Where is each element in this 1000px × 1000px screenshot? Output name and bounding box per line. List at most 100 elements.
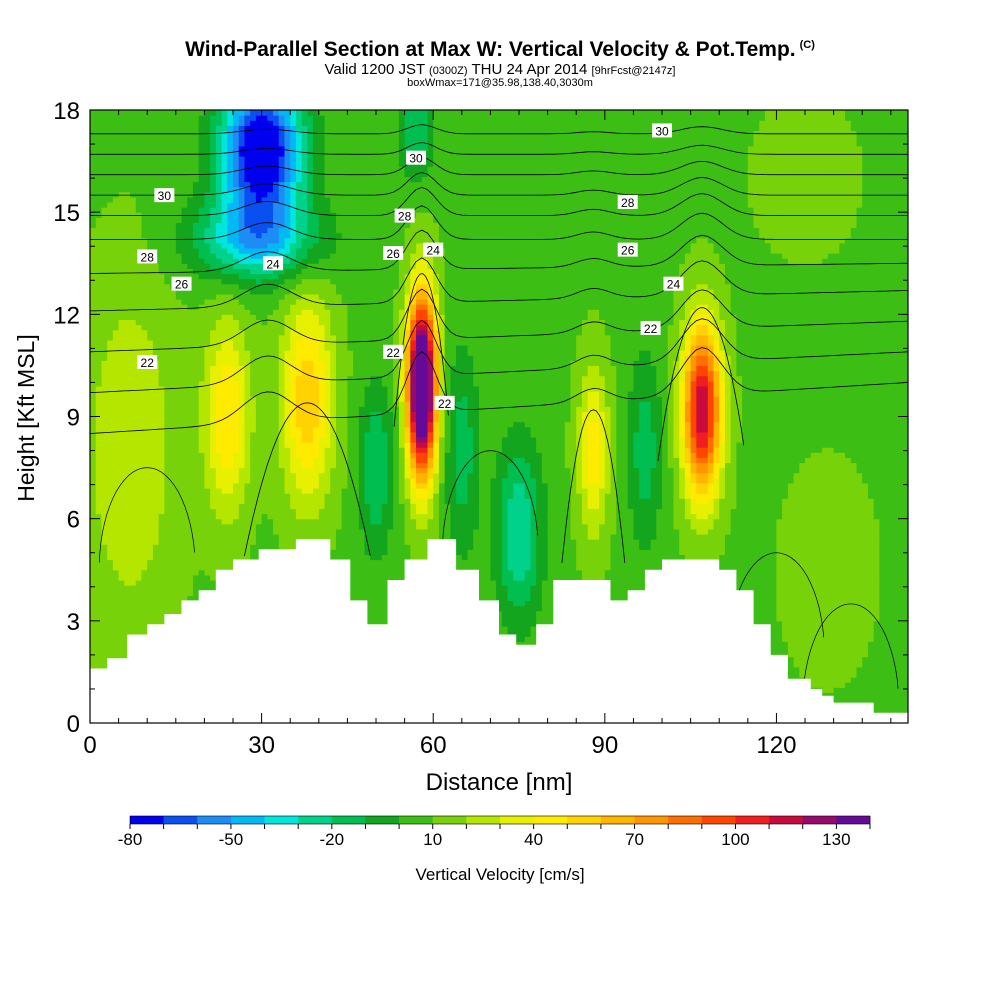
field-cell bbox=[244, 411, 251, 418]
field-cell bbox=[295, 196, 303, 203]
field-cell bbox=[278, 309, 286, 315]
field-cell bbox=[124, 227, 131, 234]
field-cell bbox=[124, 457, 131, 464]
field-cell bbox=[313, 140, 320, 147]
field-cell bbox=[215, 293, 223, 300]
field-cell bbox=[170, 145, 177, 152]
field-cell bbox=[152, 176, 160, 183]
field-cell bbox=[147, 482, 154, 489]
field-cell bbox=[221, 339, 228, 346]
field-cell bbox=[227, 283, 234, 290]
field-cell bbox=[244, 334, 251, 341]
field-cell bbox=[215, 171, 223, 178]
field-cell bbox=[192, 155, 200, 162]
field-cell bbox=[221, 191, 228, 198]
field-cell bbox=[255, 140, 263, 147]
field-cell bbox=[90, 125, 97, 132]
field-cell bbox=[318, 339, 326, 346]
field-cell bbox=[290, 212, 297, 218]
field-cell bbox=[227, 288, 234, 295]
field-cell bbox=[295, 186, 303, 193]
field-cell bbox=[90, 258, 97, 264]
field-cell bbox=[164, 447, 171, 453]
field-cell bbox=[278, 115, 286, 121]
field-cell bbox=[215, 493, 223, 499]
field-cell bbox=[221, 355, 228, 361]
field-cell bbox=[313, 329, 320, 336]
field-cell bbox=[227, 329, 234, 336]
field-cell bbox=[267, 181, 274, 188]
field-cell bbox=[204, 196, 211, 203]
field-cell bbox=[175, 232, 183, 239]
field-cell bbox=[95, 145, 103, 152]
field-cell bbox=[250, 539, 257, 545]
field-cell bbox=[101, 334, 108, 341]
field-cell bbox=[204, 242, 211, 249]
field-cell bbox=[250, 309, 257, 315]
field-cell bbox=[187, 334, 194, 341]
field-cell bbox=[124, 339, 131, 346]
field-cell bbox=[215, 564, 223, 571]
field-cell bbox=[170, 140, 177, 147]
field-cell bbox=[112, 258, 120, 264]
field-cell bbox=[210, 334, 217, 341]
field-cell bbox=[233, 201, 240, 208]
field-cell bbox=[135, 242, 143, 249]
field-cell bbox=[255, 232, 263, 239]
field-cell bbox=[227, 135, 234, 142]
field-cell bbox=[250, 533, 257, 540]
field-cell bbox=[192, 385, 200, 392]
field-cell bbox=[192, 442, 200, 448]
field-cell bbox=[181, 518, 188, 525]
field-cell bbox=[124, 150, 131, 157]
field-cell bbox=[181, 186, 188, 193]
field-cell bbox=[187, 166, 194, 172]
field-cell bbox=[181, 406, 188, 412]
field-cell bbox=[135, 396, 143, 402]
field-cell bbox=[227, 237, 234, 244]
field-cell bbox=[198, 457, 206, 464]
field-cell bbox=[164, 539, 171, 545]
field-cell bbox=[307, 242, 314, 249]
field-cell bbox=[118, 610, 125, 617]
field-cell bbox=[95, 472, 103, 479]
field-cell bbox=[307, 150, 314, 157]
field-cell bbox=[255, 493, 263, 499]
field-cell bbox=[267, 360, 274, 367]
field-cell bbox=[101, 651, 108, 658]
field-cell bbox=[90, 503, 97, 510]
field-cell bbox=[164, 380, 171, 387]
field-cell bbox=[233, 217, 240, 223]
field-cell bbox=[307, 166, 314, 172]
field-cell bbox=[261, 488, 268, 494]
field-cell bbox=[307, 436, 314, 443]
field-cell bbox=[141, 457, 148, 464]
field-cell bbox=[295, 380, 303, 387]
field-cell bbox=[112, 319, 120, 326]
field-cell bbox=[290, 350, 297, 356]
field-cell bbox=[244, 135, 251, 142]
field-cell bbox=[261, 421, 268, 428]
field-cell bbox=[307, 324, 314, 331]
field-cell bbox=[112, 135, 120, 142]
field-cell bbox=[107, 488, 114, 494]
field-cell bbox=[181, 477, 188, 484]
field-cell bbox=[130, 324, 137, 331]
field-cell bbox=[255, 401, 263, 407]
field-cell bbox=[187, 247, 194, 254]
field-cell bbox=[307, 370, 314, 377]
field-cell bbox=[313, 370, 320, 377]
field-cell bbox=[95, 636, 103, 642]
field-cell bbox=[90, 508, 97, 515]
field-cell bbox=[227, 503, 234, 510]
field-cell bbox=[233, 442, 240, 448]
field-cell bbox=[295, 217, 303, 223]
field-cell bbox=[238, 253, 246, 259]
field-cell bbox=[158, 590, 165, 596]
field-cell bbox=[118, 523, 125, 530]
field-cell bbox=[112, 278, 120, 285]
field-cell bbox=[267, 196, 274, 203]
field-cell bbox=[158, 442, 165, 448]
field-cell bbox=[90, 416, 97, 423]
field-cell bbox=[181, 314, 188, 321]
